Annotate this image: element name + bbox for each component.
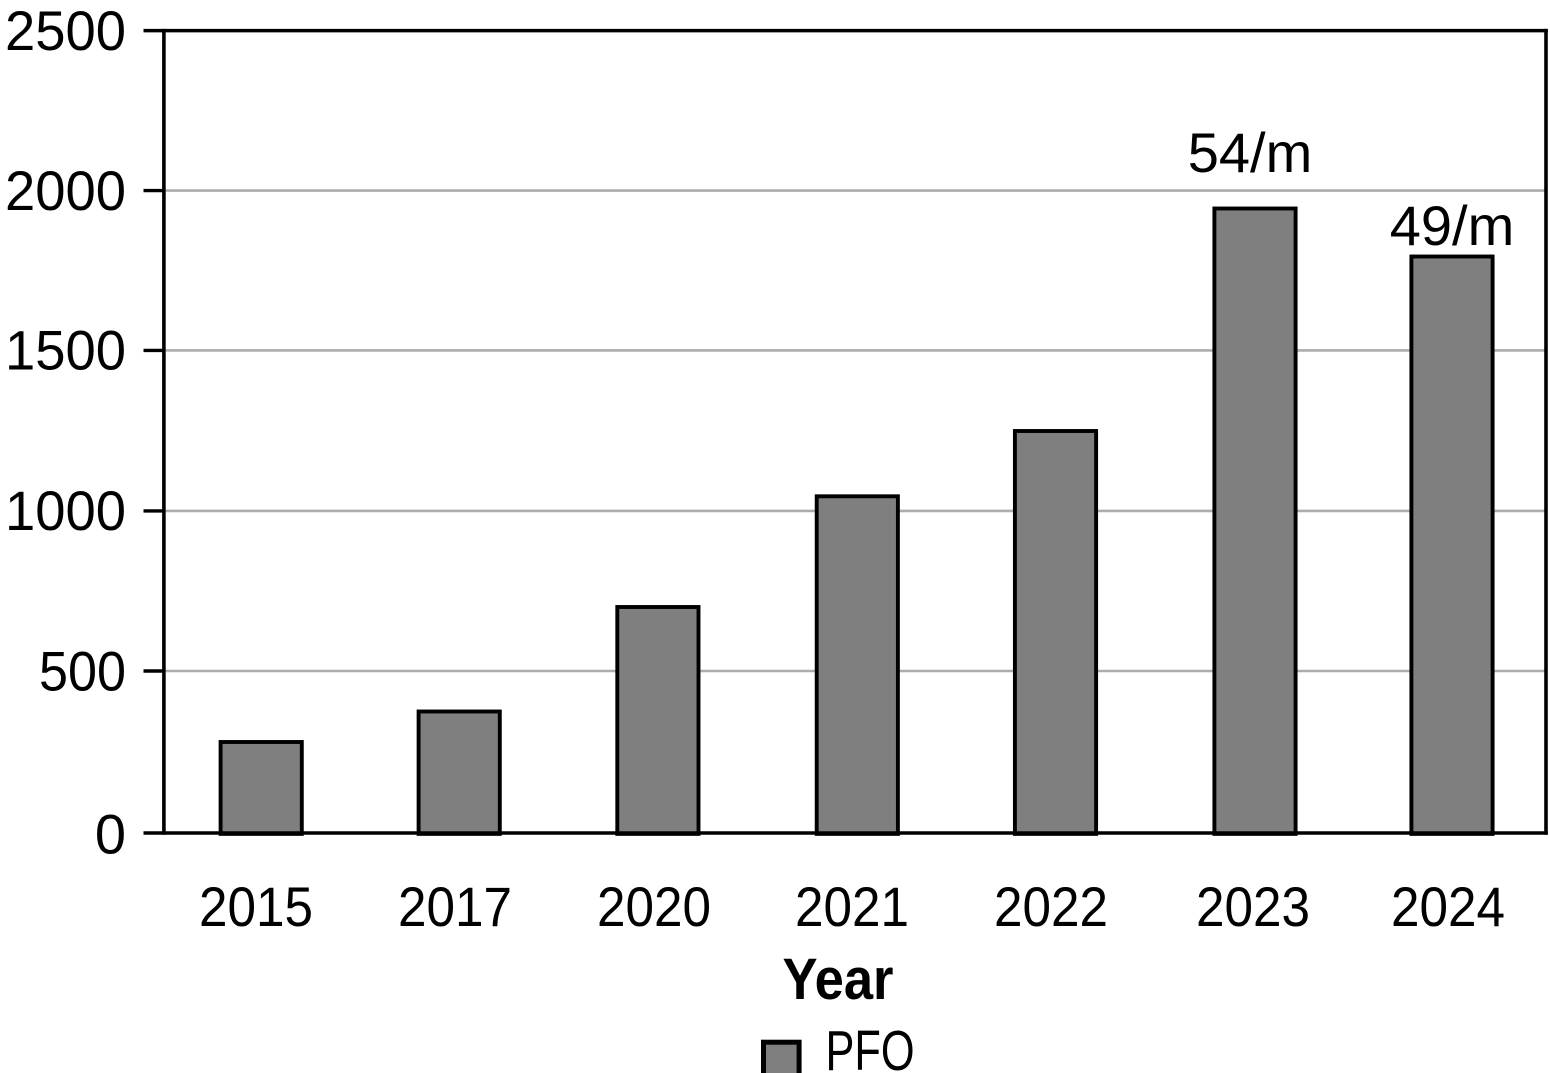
svg-text:PFO: PFO [826,1018,915,1073]
svg-text:500: 500 [39,639,126,702]
svg-text:0: 0 [95,803,126,866]
svg-text:2022: 2022 [994,875,1108,938]
svg-text:2023: 2023 [1196,875,1310,938]
svg-text:49/m: 49/m [1390,194,1515,257]
svg-text:2015: 2015 [199,875,313,938]
svg-text:2024: 2024 [1391,875,1505,938]
svg-text:2017: 2017 [398,875,512,938]
svg-text:2000: 2000 [5,159,126,222]
svg-text:Year: Year [783,947,894,1012]
svg-text:1000: 1000 [5,479,126,542]
svg-text:2500: 2500 [5,0,126,62]
svg-text:54/m: 54/m [1188,121,1313,184]
svg-text:1500: 1500 [5,319,126,382]
svg-text:2021: 2021 [795,875,909,938]
svg-text:2020: 2020 [597,875,711,938]
